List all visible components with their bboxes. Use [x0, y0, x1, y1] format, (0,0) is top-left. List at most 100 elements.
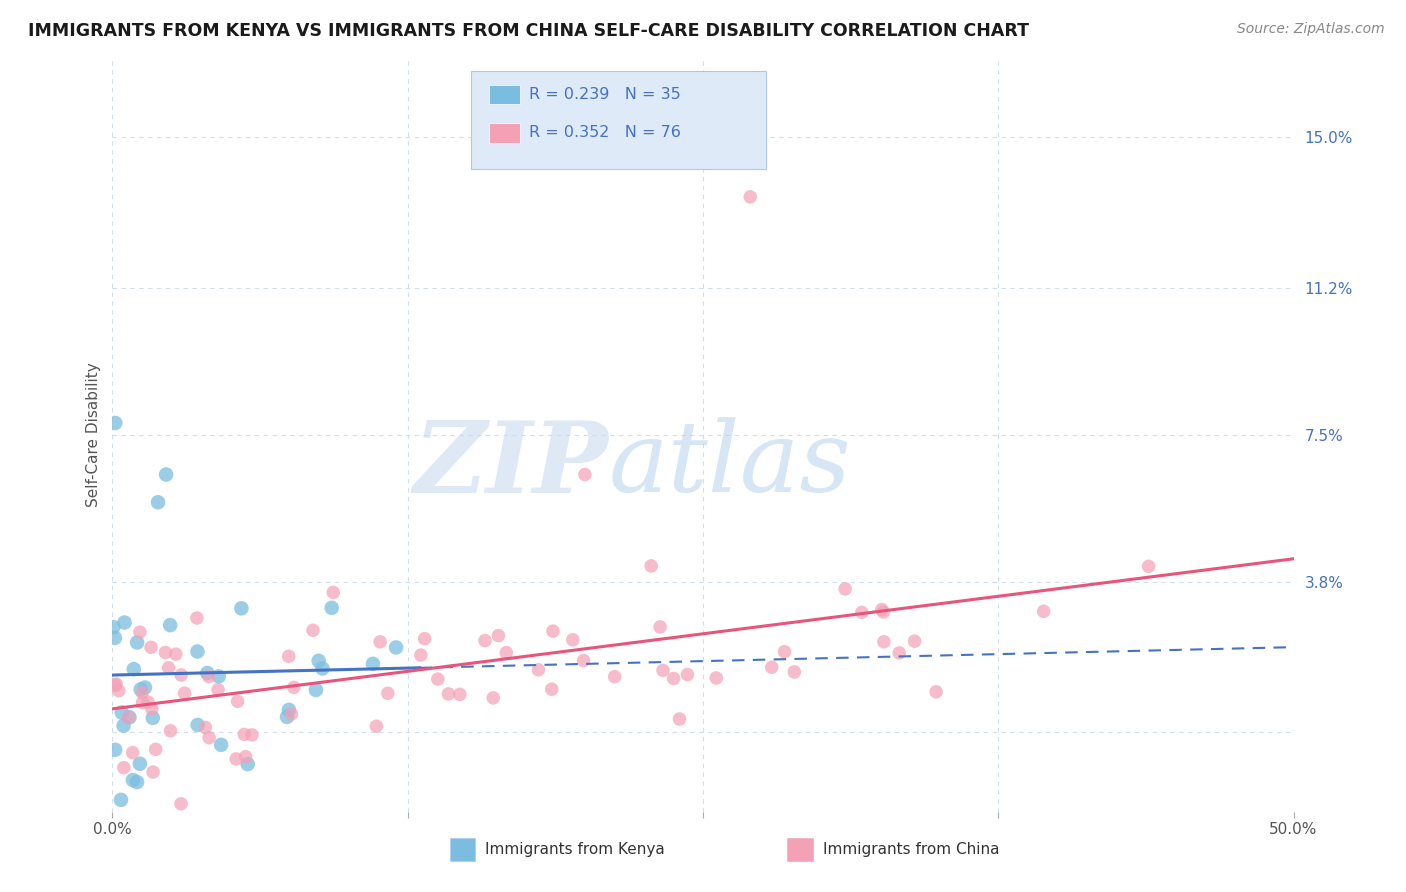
Point [127, 635, 149, 649]
Point [111, 706, 134, 720]
Point [186, 611, 208, 625]
Point [198, 731, 221, 745]
Point [142, 765, 165, 780]
Point [240, 728, 263, 742]
Point [873, 635, 896, 649]
Point [129, 682, 152, 697]
Point [482, 690, 505, 705]
Point [136, 695, 159, 709]
Point [540, 682, 562, 697]
Point [409, 648, 432, 662]
Point [889, 646, 911, 660]
Point [110, 793, 132, 807]
Point [207, 682, 229, 697]
Point [107, 683, 129, 698]
Point [308, 654, 330, 668]
Point [302, 624, 325, 638]
Point [103, 620, 125, 634]
Point [783, 665, 806, 679]
Point [437, 687, 460, 701]
Point [142, 711, 165, 725]
Point [231, 601, 253, 615]
Point [474, 633, 496, 648]
Point [377, 686, 399, 700]
Point [112, 719, 135, 733]
Point [122, 662, 145, 676]
Point [194, 720, 217, 734]
Point [131, 685, 153, 699]
Text: Source: ZipAtlas.com: Source: ZipAtlas.com [1237, 22, 1385, 37]
Point [114, 615, 136, 630]
Point [740, 190, 762, 204]
Point [186, 644, 208, 658]
Point [173, 686, 195, 700]
Point [662, 672, 685, 686]
Point [761, 660, 783, 674]
Point [131, 696, 153, 710]
Point [903, 634, 925, 648]
Text: Immigrants from Kenya: Immigrants from Kenya [485, 842, 665, 856]
Point [195, 665, 218, 680]
Point [170, 797, 193, 811]
Point [426, 672, 449, 686]
Point [574, 467, 596, 482]
Point [1032, 604, 1054, 618]
Point [280, 706, 302, 721]
Point [134, 681, 156, 695]
Point [146, 495, 169, 509]
Point [413, 632, 436, 646]
Point [704, 671, 727, 685]
Point [277, 703, 299, 717]
Point [541, 624, 564, 639]
Point [527, 663, 550, 677]
Point [385, 640, 408, 655]
Point [572, 654, 595, 668]
Point [321, 600, 343, 615]
Point [155, 467, 177, 482]
Point [640, 558, 662, 573]
Point [159, 723, 181, 738]
Point [187, 718, 209, 732]
Point [209, 738, 232, 752]
Point [495, 646, 517, 660]
Y-axis label: Self-Care Disability: Self-Care Disability [86, 362, 101, 508]
Text: R = 0.352   N = 76: R = 0.352 N = 76 [529, 126, 681, 140]
Text: Immigrants from China: Immigrants from China [823, 842, 1000, 856]
Point [129, 625, 152, 640]
Point [139, 640, 162, 655]
Point [198, 669, 221, 683]
Point [603, 670, 626, 684]
Point [122, 772, 145, 787]
Point [925, 685, 948, 699]
Point [170, 668, 193, 682]
Point [668, 712, 690, 726]
Point [870, 602, 893, 616]
Point [311, 661, 333, 675]
Point [1137, 559, 1160, 574]
Point [650, 620, 672, 634]
Text: IMMIGRANTS FROM KENYA VS IMMIGRANTS FROM CHINA SELF-CARE DISABILITY CORRELATION : IMMIGRANTS FROM KENYA VS IMMIGRANTS FROM… [28, 22, 1029, 40]
Point [104, 631, 127, 645]
Point [104, 743, 127, 757]
Point [208, 669, 231, 683]
Point [283, 681, 305, 695]
Point [368, 635, 391, 649]
Point [322, 585, 344, 599]
Point [117, 710, 139, 724]
Point [235, 749, 257, 764]
Point [449, 687, 471, 701]
Point [104, 678, 127, 692]
Point [112, 761, 135, 775]
Point [226, 694, 249, 708]
Point [225, 752, 247, 766]
Point [165, 647, 187, 661]
Text: ZIP: ZIP [413, 417, 609, 513]
Text: atlas: atlas [609, 417, 851, 513]
Point [159, 618, 181, 632]
Point [236, 757, 259, 772]
Point [366, 719, 388, 733]
Point [157, 661, 180, 675]
Point [361, 657, 384, 671]
Point [141, 702, 163, 716]
Point [128, 756, 150, 771]
